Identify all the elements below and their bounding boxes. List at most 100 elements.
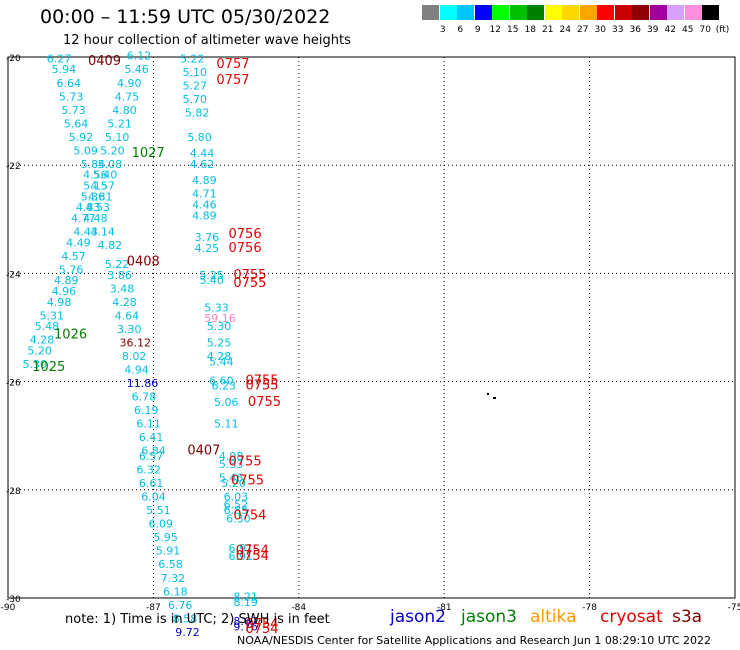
wave-height-value: 6.57 bbox=[139, 450, 164, 463]
wave-height-value: 4.77 bbox=[71, 212, 96, 225]
chart-title: 00:00 – 11:59 UTC 05/30/2022 bbox=[40, 6, 331, 28]
pass-time-label: 0409 bbox=[88, 54, 121, 69]
pass-time-label: 0757 bbox=[216, 73, 249, 88]
wave-height-value: 4.28 bbox=[112, 296, 137, 309]
wave-height-value: 4.98 bbox=[219, 450, 244, 463]
wave-height-value: 5.15 bbox=[83, 180, 108, 193]
wave-height-value: 59.16 bbox=[204, 312, 236, 325]
legend-bin-label: 70 bbox=[699, 25, 711, 35]
wave-height-value: 5.64 bbox=[64, 117, 88, 130]
wave-height-value: 4.57 bbox=[61, 250, 86, 263]
wave-height-value: 6.32 bbox=[136, 464, 161, 477]
wave-height-value: 3.76 bbox=[195, 231, 220, 244]
wave-height-value: 5.21 bbox=[107, 117, 131, 130]
legend-bin-label: 6 bbox=[457, 25, 464, 35]
legend-swatch bbox=[457, 5, 474, 20]
legend-swatch bbox=[614, 5, 632, 20]
wave-height-value: 5.84 bbox=[81, 158, 106, 171]
legend-bin-label: 24 bbox=[559, 25, 571, 35]
wave-height-value: 4.46 bbox=[192, 198, 217, 211]
wave-height-value: 5.76 bbox=[59, 263, 84, 276]
wave-height-value: 5.48 bbox=[35, 320, 60, 333]
island-dot bbox=[487, 393, 489, 395]
pass-time-label: 0756 bbox=[229, 241, 262, 256]
legend-swatch bbox=[597, 5, 614, 20]
wave-height-value: 3.86 bbox=[107, 269, 131, 282]
wave-height-value: 4.81 bbox=[88, 190, 113, 203]
legend-swatch bbox=[527, 5, 544, 20]
legend-bin-label: 33 bbox=[612, 25, 624, 35]
wave-height-value: 6.78 bbox=[132, 391, 157, 404]
wave-height-value: 6.12 bbox=[127, 50, 152, 63]
wave-height-value: 6.23 bbox=[212, 380, 237, 393]
wave-height-value: 5.46 bbox=[124, 63, 149, 76]
wave-height-value: 5.40 bbox=[199, 274, 224, 287]
wave-height-value: 3.30 bbox=[117, 323, 142, 336]
legend-swatch bbox=[492, 5, 509, 20]
legend-bin-label: 18 bbox=[524, 25, 536, 35]
pass-time-label: 0755 bbox=[245, 373, 278, 388]
wave-height-value: 6.64 bbox=[56, 77, 81, 90]
pass-time-label: 0755 bbox=[231, 473, 264, 488]
pass-time-label: 0754 bbox=[236, 544, 269, 559]
wave-height-value: 5.31 bbox=[40, 309, 65, 322]
wave-height-value: 5.92 bbox=[69, 131, 94, 144]
wave-height-value: 4.89 bbox=[192, 209, 217, 222]
lon-tick-label: -78 bbox=[582, 603, 597, 613]
wave-height-value: 6.91 bbox=[229, 542, 254, 555]
pass-time-label: 0755 bbox=[248, 395, 281, 410]
wave-height-value: 6.60 bbox=[209, 374, 234, 387]
legend-swatch bbox=[702, 5, 719, 20]
wave-height-value: 8.58 bbox=[173, 612, 198, 625]
wave-height-value: 8.21 bbox=[233, 591, 258, 604]
lon-tick-label: -90 bbox=[1, 603, 16, 613]
wave-height-value: 4.57 bbox=[90, 180, 115, 193]
wave-height-value: 3.48 bbox=[110, 282, 135, 295]
wave-height-value: 8.02 bbox=[122, 350, 147, 363]
wave-height-value: 4.64 bbox=[115, 309, 140, 322]
wave-height-value: 5.30 bbox=[207, 320, 232, 333]
wave-height-value: 5.20 bbox=[100, 144, 125, 157]
wave-height-value: 5.11 bbox=[214, 418, 239, 431]
lon-tick-label: -75 bbox=[728, 603, 740, 613]
lat-tick-label: -28 bbox=[6, 487, 21, 497]
wave-height-value: 5.06 bbox=[214, 396, 239, 409]
wave-height-value: 4.82 bbox=[98, 239, 123, 252]
pass-time-label: 0755 bbox=[245, 379, 278, 394]
wave-height-value: 36.12 bbox=[119, 336, 150, 349]
wave-height-value: 6.84 bbox=[141, 445, 166, 458]
wave-height-value: 4.49 bbox=[66, 236, 91, 249]
wave-height-value: 5.36 bbox=[81, 190, 106, 203]
legend-bin-label: 30 bbox=[594, 25, 606, 35]
map-frame bbox=[7, 56, 736, 599]
wave-height-value: 6.85 bbox=[224, 504, 249, 517]
pass-time-label: 0754 bbox=[236, 549, 269, 564]
legend-swatch bbox=[562, 5, 579, 20]
wave-height-value: 4.53 bbox=[86, 201, 111, 214]
lat-tick-label: -22 bbox=[6, 162, 21, 172]
pass-time-label: 1025 bbox=[32, 360, 65, 375]
legend-bin-label: 15 bbox=[507, 25, 519, 35]
wave-height-value: 6.61 bbox=[139, 477, 164, 490]
island-dot bbox=[493, 397, 496, 399]
legend-bin-label: 3 bbox=[439, 25, 446, 35]
pass-time-label: 0754 bbox=[245, 622, 278, 637]
wave-height-value: 5.20 bbox=[27, 345, 51, 358]
mission-s3a: s3a bbox=[672, 607, 703, 627]
legend-bin-label: 27 bbox=[577, 25, 589, 35]
wave-height-value: 4.96 bbox=[52, 285, 76, 298]
wave-height-value: 6.03 bbox=[224, 491, 249, 504]
legend-swatch bbox=[422, 5, 439, 20]
mission-altika: altika bbox=[530, 607, 577, 627]
legend-bin-label: 9 bbox=[474, 25, 481, 35]
legend-swatch bbox=[667, 5, 684, 20]
wave-height-value: 5.33 bbox=[204, 301, 229, 314]
wave-height-value: 6.30 bbox=[226, 512, 251, 525]
legend-swatch bbox=[544, 5, 562, 20]
wave-height-value: 5.44 bbox=[209, 355, 234, 368]
mission-cryosat: cryosat bbox=[600, 607, 663, 627]
legend-swatch bbox=[684, 5, 702, 20]
legend-swatch bbox=[579, 5, 597, 20]
mission-jason3: jason3 bbox=[461, 607, 517, 627]
